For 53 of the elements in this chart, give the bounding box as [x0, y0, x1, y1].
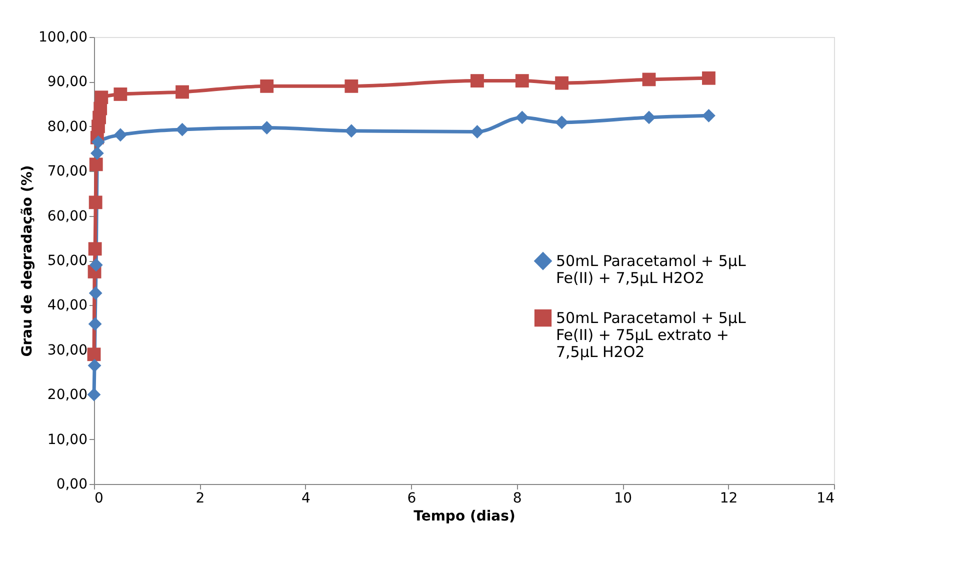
point — [87, 348, 101, 362]
point — [176, 122, 189, 136]
x-tick-label: 4 — [301, 490, 310, 506]
x-tick-label: 6 — [407, 490, 416, 506]
point — [260, 121, 274, 134]
point — [89, 158, 103, 172]
x-tick-label: 12 — [720, 490, 738, 506]
legend-label: 50mL Paracetamol + 5µL Fe(II) + 75µL extrato + 7,5µL H2O2 — [556, 309, 746, 361]
y-tick-label: 70,00 — [47, 164, 88, 180]
x-axis-title: Tempo (dias) — [414, 508, 516, 524]
point — [88, 242, 102, 256]
point — [702, 108, 716, 122]
point — [88, 317, 102, 331]
y-tick-label: 40,00 — [47, 298, 88, 314]
point — [515, 110, 529, 124]
point — [702, 71, 716, 85]
point — [88, 358, 102, 372]
point — [90, 146, 104, 160]
point — [344, 79, 358, 93]
point — [89, 258, 103, 272]
point — [176, 85, 189, 99]
x-tick-label: 10 — [614, 490, 632, 506]
point — [515, 74, 529, 88]
y-tick-label: 30,00 — [47, 342, 88, 358]
point — [88, 196, 102, 210]
y-tick-label: 0,00 — [56, 476, 88, 492]
point — [470, 74, 484, 88]
y-tick-label: 60,00 — [47, 208, 88, 224]
point — [470, 125, 484, 138]
point — [94, 90, 108, 104]
point — [88, 286, 102, 300]
y-tick-label: 80,00 — [47, 118, 88, 135]
y-axis-title: Grau de degradação (%) — [20, 165, 36, 357]
point — [642, 72, 656, 86]
y-tick-label: 20,00 — [47, 387, 88, 404]
point — [114, 128, 128, 142]
x-tick-label: 0 — [94, 490, 104, 506]
y-tick-label: 10,00 — [47, 432, 88, 448]
y-tick-label: 50,00 — [47, 253, 88, 269]
x-tick-label: 14 — [816, 490, 835, 506]
point — [555, 116, 568, 130]
y-tick-label: 90,00 — [47, 74, 88, 90]
point — [344, 124, 358, 138]
point — [642, 110, 656, 124]
point — [87, 388, 101, 402]
point — [114, 88, 128, 101]
x-tick-label: 8 — [512, 490, 522, 506]
point — [92, 135, 105, 149]
legend-label: 50mL Paracetamol + 5µL Fe(II) + 7,5µL H2O2 — [556, 252, 746, 287]
y-tick-label: 100,00 — [38, 30, 88, 46]
point — [260, 79, 274, 93]
point — [555, 76, 568, 90]
x-tick-label: 2 — [196, 490, 205, 506]
